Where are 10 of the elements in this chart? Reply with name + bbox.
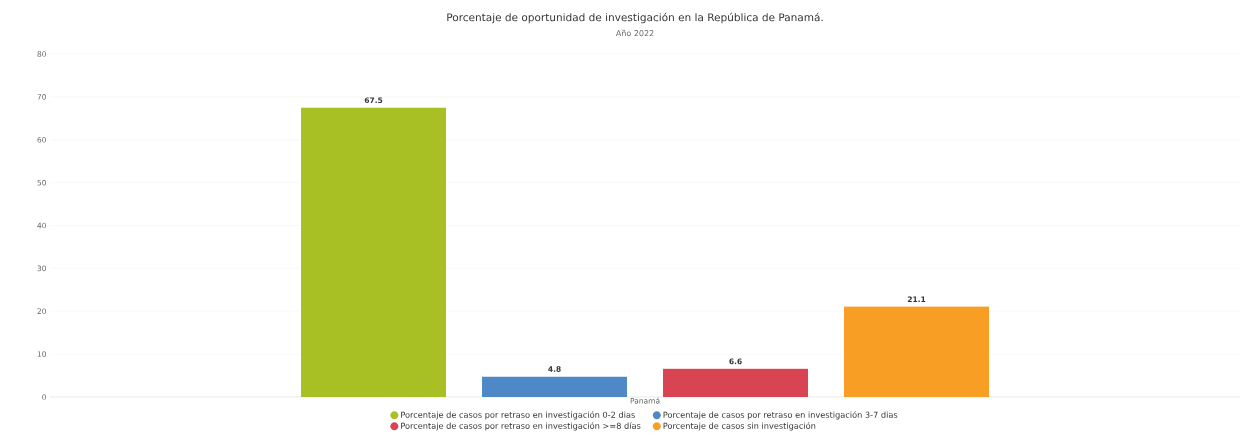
bar (301, 107, 447, 397)
legend-label: Porcentaje de casos sin investigación (663, 422, 816, 431)
chart-title: Porcentaje de oportunidad de investigación en la República de Panamá. (447, 12, 823, 24)
bar (482, 376, 628, 397)
legend-label: Porcentaje de casos por retraso en investigación >=8 días (401, 422, 641, 431)
legend-label: Porcentaje de casos por retraso en investigación 3-7 dias (663, 411, 898, 420)
bar (663, 368, 809, 397)
bar (844, 306, 990, 397)
legend-label: Porcentaje de casos por retraso en investigación 0-2 dias (401, 411, 635, 420)
chart-subtitle: Año 2022 (615, 29, 654, 37)
